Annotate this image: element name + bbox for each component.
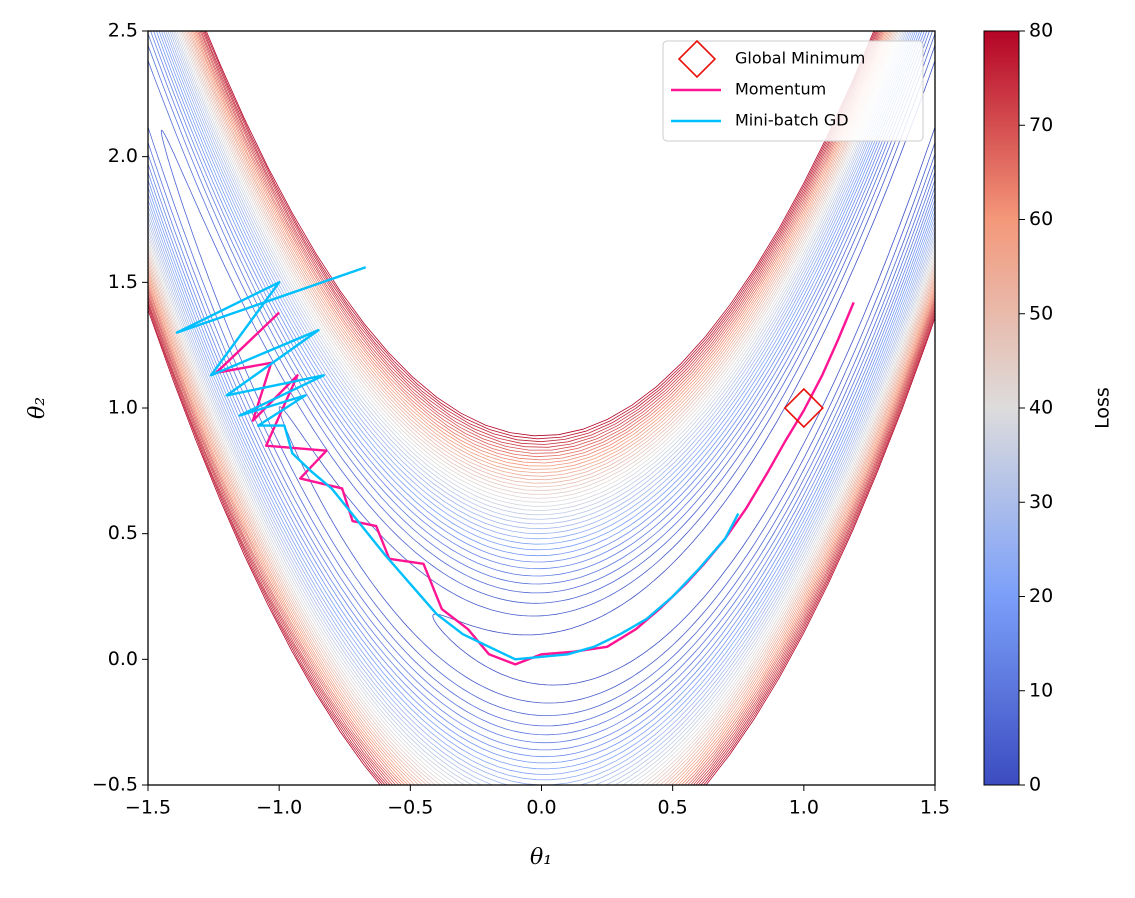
x-tick-label: −0.5 bbox=[387, 797, 433, 819]
colorbar bbox=[983, 30, 1020, 786]
contour-line bbox=[278, 43, 935, 704]
contour-line bbox=[148, 31, 935, 785]
contour-line bbox=[148, 31, 935, 764]
y-tick-label: 0.0 bbox=[108, 648, 138, 670]
contour-line bbox=[148, 31, 935, 785]
contour-line bbox=[148, 31, 935, 785]
contour-line bbox=[148, 31, 935, 781]
y-tick-label: 2.0 bbox=[108, 145, 138, 167]
x-tick-label: 1.5 bbox=[920, 797, 950, 819]
legend-label: Global Minimum bbox=[735, 49, 865, 68]
contour-line bbox=[148, 31, 935, 785]
colorbar-tick-label: 50 bbox=[1029, 302, 1053, 324]
y-tick-label: 2.5 bbox=[108, 20, 138, 42]
contour-line bbox=[148, 31, 935, 736]
contour-line bbox=[148, 31, 935, 785]
colorbar-tick-label: 10 bbox=[1029, 679, 1053, 701]
contour-line bbox=[148, 31, 935, 785]
contour-line bbox=[148, 31, 935, 785]
colorbar-label: Loss bbox=[1092, 387, 1114, 429]
y-tick-label: 1.0 bbox=[108, 397, 138, 419]
x-tick-label: 1.0 bbox=[789, 797, 819, 819]
contour-line bbox=[148, 31, 935, 775]
contour-line bbox=[148, 31, 935, 785]
contour-line bbox=[148, 31, 935, 751]
legend-label: Momentum bbox=[735, 80, 826, 99]
contour-line bbox=[148, 31, 935, 785]
contour-line bbox=[160, 32, 935, 716]
legend-box bbox=[662, 40, 924, 142]
legend-marker bbox=[677, 39, 717, 79]
contour-line bbox=[432, 59, 935, 686]
x-tick-label: −1.0 bbox=[256, 797, 302, 819]
contour-line bbox=[148, 31, 935, 785]
marker bbox=[783, 387, 824, 429]
colorbar-tick-label: 70 bbox=[1029, 114, 1053, 136]
x-tick-label: −1.5 bbox=[125, 797, 171, 819]
contour-line bbox=[148, 31, 935, 785]
trajectory bbox=[215, 301, 855, 666]
contour-line bbox=[148, 31, 935, 785]
contour-line bbox=[148, 31, 935, 785]
x-axis-label: θ₁ bbox=[530, 845, 552, 870]
contour-line bbox=[148, 31, 935, 785]
contour-line bbox=[148, 31, 935, 785]
colorbar-tick-label: 20 bbox=[1029, 585, 1053, 607]
y-tick-label: −0.5 bbox=[92, 774, 138, 796]
contour-line bbox=[148, 31, 935, 785]
y-axis-label: θ₂ bbox=[25, 397, 50, 419]
y-tick-label: 1.5 bbox=[108, 271, 138, 293]
colorbar-tick-label: 0 bbox=[1029, 774, 1041, 796]
legend: Global Minimum Momentum Mini-batch GD bbox=[662, 39, 924, 142]
contour-line bbox=[148, 31, 935, 785]
x-tick-label: 0.5 bbox=[658, 797, 688, 819]
colorbar-tick-label: 40 bbox=[1029, 397, 1053, 419]
contour-line bbox=[148, 31, 935, 785]
trajectory-layer bbox=[175, 266, 855, 666]
contour-line bbox=[148, 31, 935, 785]
x-tick-label: 0.0 bbox=[526, 797, 556, 819]
legend-label: Mini-batch GD bbox=[735, 111, 849, 130]
colorbar-tick-label: 80 bbox=[1029, 20, 1053, 42]
colorbar-tick-label: 60 bbox=[1029, 208, 1053, 230]
trajectory bbox=[175, 266, 740, 661]
contour-line bbox=[148, 31, 935, 785]
y-tick-label: 0.5 bbox=[108, 522, 138, 544]
colorbar-tick-label: 30 bbox=[1029, 491, 1053, 513]
contour-line bbox=[148, 31, 935, 758]
